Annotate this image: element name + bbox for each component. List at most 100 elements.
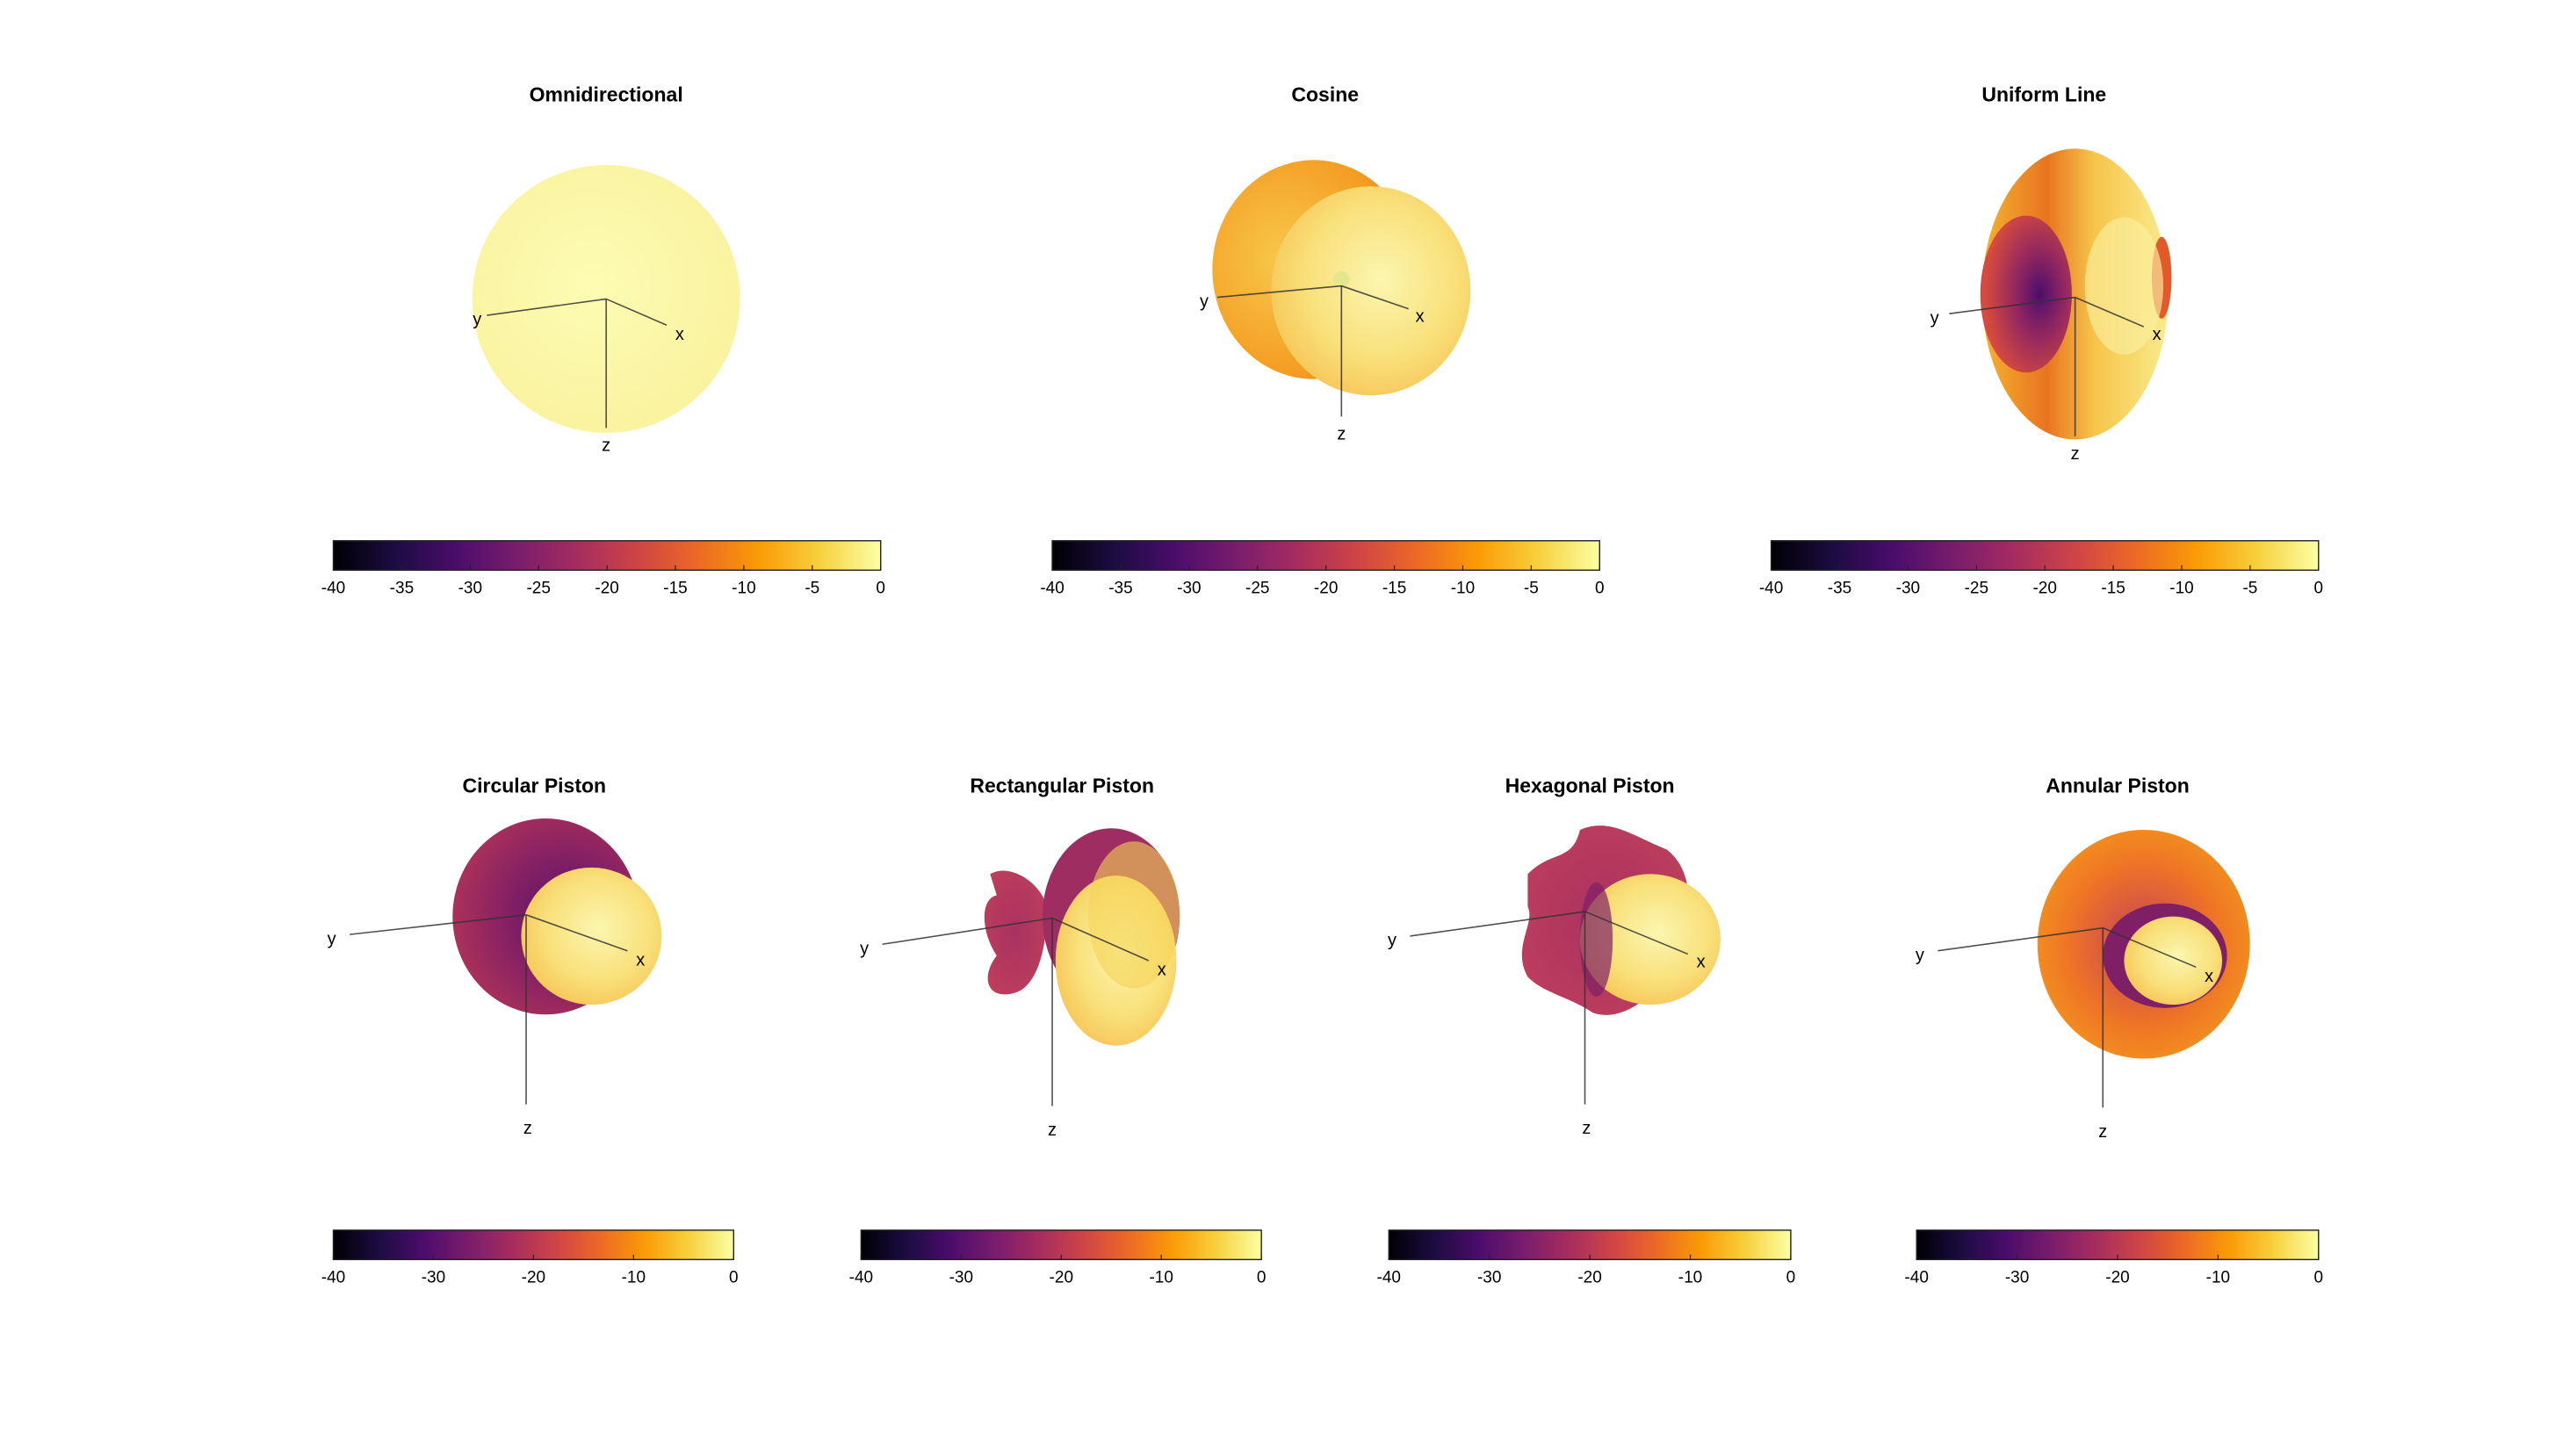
colorbar-tick-label: -20: [2105, 1268, 2129, 1287]
colorbar-tick-label: -25: [526, 579, 550, 597]
colorbar-tick-label: -30: [949, 1268, 973, 1287]
colorbar-tick-label: -35: [1828, 579, 1851, 597]
colorbar: -40 -30 -20 -10 0: [321, 1229, 739, 1287]
axes-3d: x y z: [1200, 285, 1425, 443]
panel-title: Cosine: [1291, 83, 1359, 105]
panel-title: Circular Piston: [463, 774, 607, 796]
y-axis-line: [1938, 926, 2104, 952]
colorbar-tick-label: -40: [321, 579, 345, 597]
z-axis-label: z: [1582, 1119, 1591, 1138]
panel-annular: Annular Piston x y z -40 -30 -20 -10 0: [1904, 774, 2323, 1287]
colorbar-tick-label: -30: [1177, 579, 1201, 597]
panel-line: Uniform Line x y z -40 -35 -30 -25 -20 -15 -10 -5 0: [1759, 83, 2323, 597]
colorbar-tick-label: -40: [1904, 1268, 1928, 1287]
colorbar: -40 -35 -30 -25 -20 -15 -10 -5 0: [321, 540, 885, 597]
x-axis-line: [2075, 296, 2145, 328]
y-axis-label: y: [1916, 946, 1924, 965]
y-axis-label: y: [860, 939, 869, 958]
x-axis-label: x: [2205, 967, 2213, 986]
colorbar-tick-label: 0: [1257, 1268, 1267, 1287]
x-axis-label: x: [1697, 952, 1706, 971]
x-axis-line: [1051, 917, 1150, 962]
colorbar-tick-label: -5: [2242, 579, 2257, 597]
x-axis-label: x: [1158, 961, 1166, 980]
colorbar-tick-label: -10: [2206, 1268, 2230, 1287]
colorbar-tick-label: -40: [1377, 1268, 1401, 1287]
x-axis-label: x: [2153, 325, 2161, 344]
y-axis-line: [1410, 911, 1585, 937]
colorbar-tick-label: -20: [595, 579, 618, 597]
colorbar: -40 -30 -20 -10 0: [849, 1229, 1267, 1287]
y-axis-line: [487, 298, 607, 316]
axes-3d: x y z: [860, 917, 1166, 1140]
colorbar-tick-label: -35: [1108, 579, 1132, 597]
colorbar: -40 -35 -30 -25 -20 -15 -10 -5 0: [1040, 540, 1605, 597]
y-axis-label: y: [1931, 308, 1939, 328]
axes-3d: x y z: [328, 913, 645, 1138]
beam-pattern-surface: [1212, 160, 1471, 396]
panel-title: Hexagonal Piston: [1505, 774, 1675, 796]
x-axis-label: x: [675, 325, 684, 344]
axes-3d: x y z: [1388, 911, 1706, 1138]
colorbar-tick-label: -40: [1759, 579, 1783, 597]
y-axis-line: [350, 913, 527, 935]
z-axis-label: z: [1337, 424, 1346, 443]
colorbar-tick-label: -20: [1577, 1268, 1601, 1287]
panel-hex: Hexagonal Piston x y z -40 -30 -20 -10 0: [1377, 774, 1796, 1287]
colorbar-tick-label: 0: [2314, 579, 2324, 597]
colorbar-tick-label: 0: [1786, 1268, 1796, 1287]
colorbar-tick-label: -40: [849, 1268, 873, 1287]
colorbar-tick-label: -30: [458, 579, 482, 597]
colorbar-tick-label: -10: [1451, 579, 1475, 597]
colorbar: -40 -30 -20 -10 0: [1904, 1229, 2324, 1287]
axes-3d: x y z: [1931, 296, 2161, 464]
colorbar-tick-label: -25: [1965, 579, 1988, 597]
colorbar-tick-label: -5: [1524, 579, 1539, 597]
colorbar-tick-label: 0: [2314, 1268, 2324, 1287]
colorbar-tick-label: -30: [1896, 579, 1920, 597]
panel-title: Annular Piston: [2046, 774, 2190, 796]
y-axis-line: [1949, 296, 2075, 314]
colorbar-tick-label: -5: [805, 579, 819, 597]
colorbar-tick-label: -20: [522, 1268, 545, 1287]
y-axis-line: [1216, 285, 1342, 299]
panel-circular: Circular Piston x y z -40 -30 -20 -10 0: [321, 774, 739, 1287]
x-axis-line: [525, 914, 628, 952]
colorbar-tick-label: -20: [1050, 1268, 1073, 1287]
axes-3d: x y z: [473, 298, 684, 455]
x-axis-line: [1341, 285, 1409, 310]
colorbar-tick-label: 0: [876, 579, 885, 597]
beam-pattern-surface: [1521, 825, 1721, 1015]
colorbar-tick-label: -20: [1314, 579, 1338, 597]
z-axis-label: z: [2071, 444, 2080, 464]
z-axis-label: z: [602, 436, 610, 455]
beam-pattern-surface: [2037, 830, 2250, 1059]
y-axis-label: y: [328, 929, 336, 948]
colorbar: -40 -35 -30 -25 -20 -15 -10 -5 0: [1759, 540, 2324, 597]
colorbar-tick-label: -25: [1245, 579, 1269, 597]
x-axis-label: x: [636, 950, 645, 969]
axes-3d: x y z: [1916, 926, 2213, 1142]
colorbar-tick-label: -15: [663, 579, 687, 597]
colorbar-tick-label: -10: [622, 1268, 646, 1287]
colorbar-tick-label: -10: [2169, 579, 2193, 597]
colorbar-tick-label: -15: [1382, 579, 1406, 597]
x-axis-line: [1584, 911, 1689, 955]
z-axis-label: z: [2098, 1122, 2107, 1142]
y-axis-label: y: [1388, 931, 1396, 950]
x-axis-label: x: [1416, 306, 1425, 326]
colorbar-tick-label: -30: [2005, 1268, 2029, 1287]
panel-title: Omnidirectional: [530, 83, 683, 105]
colorbar-tick-label: -30: [422, 1268, 445, 1287]
colorbar-tick-label: 0: [1595, 579, 1605, 597]
y-axis-label: y: [473, 310, 481, 329]
beam-pattern-surface: [984, 828, 1180, 1046]
z-axis-label: z: [1048, 1121, 1057, 1140]
panel-cosine: Cosine x y z -40 -35 -30 -25 -20 -15 -10 -5 0: [1040, 83, 1604, 597]
colorbar-tick-label: -40: [321, 1268, 345, 1287]
x-axis-line: [2102, 926, 2197, 969]
panel-title: Uniform Line: [1981, 83, 2106, 105]
x-axis-line: [605, 298, 668, 326]
